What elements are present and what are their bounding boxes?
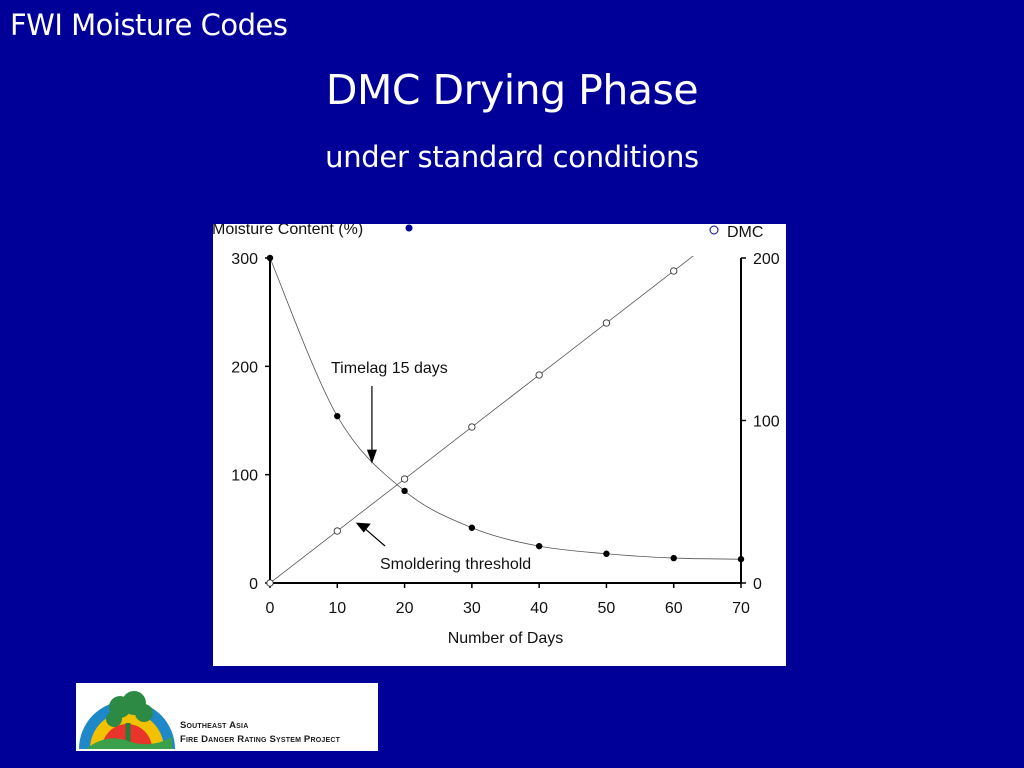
dmc-point	[468, 423, 476, 431]
dmc-legend-marker	[709, 225, 719, 235]
dmc-point	[535, 371, 543, 379]
moisture-point	[670, 554, 677, 562]
right-y-tick-label: 0	[753, 576, 762, 593]
annotation-timelag-arrowhead	[366, 449, 377, 464]
moisture-point	[737, 555, 745, 563]
dmc-point	[670, 267, 678, 275]
x-tick-label: 60	[665, 600, 683, 617]
chart-panel: 0 10 20 30 40 50 60 70 0 100 200 300 0 100 200 Number o…	[213, 224, 786, 666]
left-axis-label: Moisture Content (%)	[213, 224, 363, 238]
right-y-tick-label: 100	[753, 414, 780, 431]
x-axis-label: Number of Days	[448, 630, 564, 647]
left-y-tick-label: 200	[231, 359, 258, 376]
slide-title: DMC Drying Phase	[325, 66, 699, 114]
moisture-point	[401, 487, 408, 495]
project-logo: Southeast Asia Fire Danger Rating System…	[76, 683, 378, 751]
slide-header: FWI Moisture Codes	[10, 8, 288, 42]
moisture-point	[266, 254, 274, 262]
chart-curves	[269, 256, 742, 583]
moisture-point	[603, 550, 610, 557]
moisture-point	[468, 524, 476, 531]
moisture-curve	[269, 257, 742, 560]
x-tick-label: 20	[396, 600, 414, 617]
dmc-point	[333, 527, 341, 535]
logo-line-1: Southeast Asia	[180, 720, 249, 731]
logo-line-2: Fire Danger Rating System Project	[180, 734, 341, 745]
x-tick-label: 0	[266, 600, 275, 617]
slide-subtitle: under standard conditions	[325, 140, 699, 174]
x-tick-label: 50	[598, 600, 616, 617]
x-tick-label: 70	[732, 600, 750, 617]
dmc-point	[400, 475, 409, 483]
left-y-tick-label: 100	[231, 468, 258, 485]
annotation-smoldering-arrowhead	[355, 522, 371, 533]
x-tick-label: 40	[530, 600, 548, 617]
annotation-timelag: Timelag 15 days	[331, 360, 448, 377]
right-axis-label: DMC	[727, 224, 763, 241]
chart-marks	[266, 254, 745, 587]
x-tick-label: 10	[328, 600, 346, 617]
logo-emblem-icon	[79, 691, 175, 749]
dmc-line	[270, 256, 694, 583]
annotation-smoldering-arrow	[363, 527, 386, 547]
moisture-point	[334, 412, 341, 420]
dmc-point	[266, 579, 274, 587]
moisture-point	[535, 542, 543, 550]
left-y-tick-label: 0	[249, 576, 258, 593]
dmc-point	[602, 319, 611, 327]
chart-axes	[265, 257, 746, 588]
annotation-smoldering: Smoldering threshold	[380, 556, 531, 573]
moisture-legend-marker	[405, 224, 413, 232]
left-y-tick-label: 300	[231, 251, 258, 268]
right-y-tick-label: 200	[753, 251, 780, 268]
x-tick-label: 30	[463, 600, 481, 617]
